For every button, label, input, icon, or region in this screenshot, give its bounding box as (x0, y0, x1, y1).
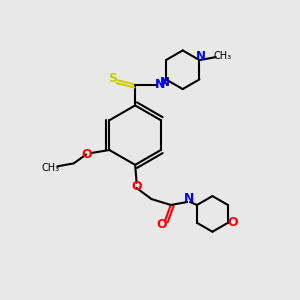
Text: CH₃: CH₃ (213, 51, 231, 61)
Text: O: O (82, 148, 92, 161)
Text: N: N (160, 76, 170, 89)
Text: N: N (196, 50, 206, 63)
Text: CH₃: CH₃ (42, 163, 60, 173)
Text: S: S (108, 72, 117, 85)
Text: O: O (227, 216, 238, 229)
Text: N: N (155, 78, 166, 91)
Text: O: O (156, 218, 166, 231)
Text: O: O (131, 180, 142, 193)
Text: N: N (184, 192, 194, 205)
